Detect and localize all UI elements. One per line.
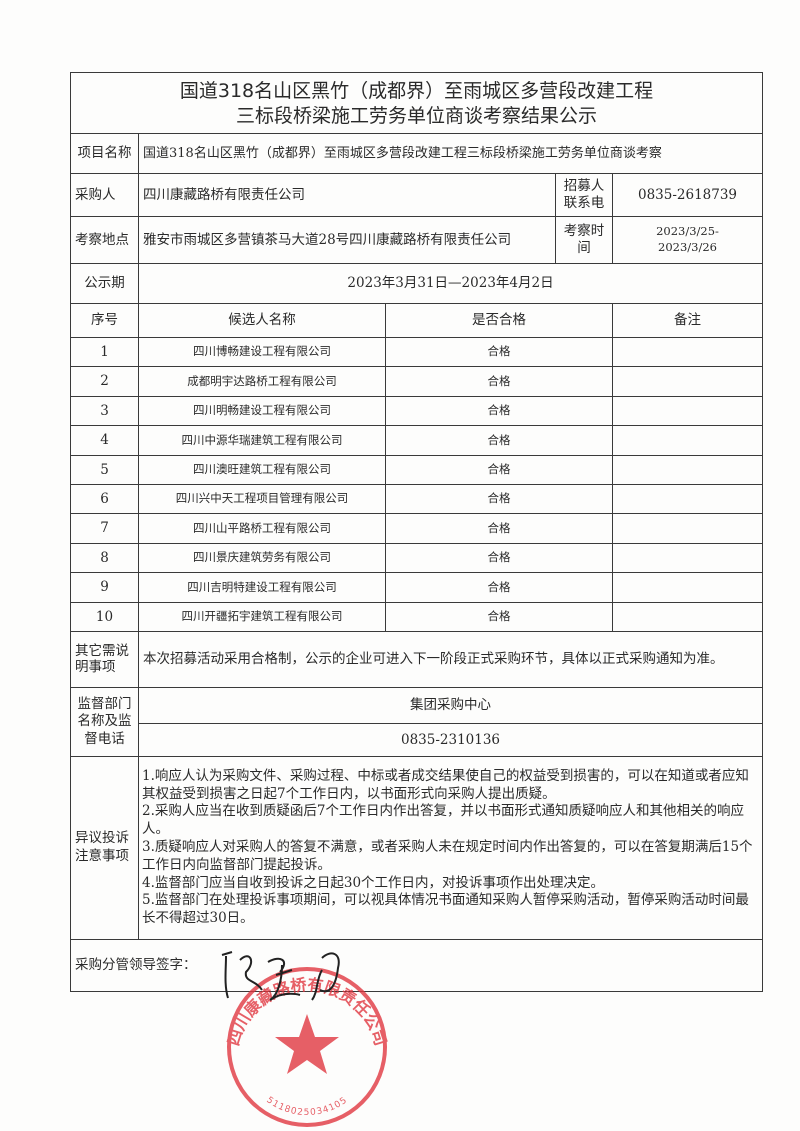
row-note [611,336,764,368]
row-note [611,454,764,485]
row-name: 四川开疆拓宇建筑工程有限公司 [138,601,386,632]
row-no: 1 [70,336,139,368]
contact-value: 0835-2618739 [611,173,764,217]
title-line-2: 三标段桥梁施工劳务单位商谈考察结果公示 [236,105,598,127]
time-label: 考察时间 [555,216,613,264]
row-note [611,601,764,632]
period-value: 2023年3月31日—2023年4月2日 [137,263,764,304]
project-label: 项目名称 [70,133,139,174]
row-no: 2 [70,366,139,397]
time-end: 2023/3/26 [658,240,717,254]
candidate-list: 1 四川博畅建设工程有限公司 合格 2 成都明宇达路桥工程有限公司 合格 3 四… [70,336,764,632]
table-row: 6 四川兴中天工程项目管理有限公司 合格 [70,483,764,515]
objection-notes: 1.响应人认为采购文件、采购过程、中标或者成交结果使自己的权益受到损害的，可以在… [137,755,764,940]
row-result: 合格 [385,513,613,544]
buyer-label: 采购人 [70,173,139,217]
row-name: 四川中源华瑞建筑工程有限公司 [138,425,386,456]
row-note [611,395,764,427]
supervision-phone: 0835-2310136 [137,722,764,757]
supervision-name: 集团采购中心 [137,686,764,724]
objection-label: 异议投诉注意事项 [70,755,139,940]
objection-item: 3.质疑响应人对采购人的答复不满意，或者采购人未在规定时间内作出答复的，可以在答… [142,839,753,873]
header-name: 候选人名称 [138,303,386,338]
row-no: 3 [70,395,139,427]
buyer-value: 四川康藏路桥有限责任公司 [138,173,556,217]
table-row: 9 四川吉明特建设工程有限公司 合格 [70,572,764,603]
row-no: 4 [70,425,139,456]
row-name: 四川吉明特建设工程有限公司 [138,572,386,603]
other-label: 其它需说明事项 [70,630,139,688]
row-note [611,572,764,603]
document-title: 国道318名山区黑竹（成都界）至雨城区多营段改建工程 三标段桥梁施工劳务单位商谈考… [69,72,764,134]
row-result: 合格 [385,425,613,456]
table-row: 2 成都明宇达路桥工程有限公司 合格 [70,366,764,397]
row-note [611,542,764,574]
seal-number: 5118025034105 [264,1095,349,1118]
row-result: 合格 [385,366,613,397]
objection-item: 1.响应人认为采购文件、采购过程、中标或者成交结果使自己的权益受到损害的，可以在… [142,767,749,802]
row-name: 四川博畅建设工程有限公司 [138,336,386,368]
row-name: 成都明宇达路桥工程有限公司 [138,366,386,397]
row-no: 5 [70,454,139,485]
supervision-label: 监督部门名称及监督电话 [70,686,139,757]
table-row: 3 四川明畅建设工程有限公司 合格 [70,395,764,427]
header-result: 是否合格 [385,303,613,338]
row-no: 6 [70,483,139,515]
site-label: 考察地点 [70,216,139,264]
row-note [611,483,764,515]
table-row: 7 四川山平路桥工程有限公司 合格 [70,513,764,544]
time-value: 2023/3/25- 2023/3/26 [611,216,764,264]
row-no: 10 [70,601,139,632]
other-value: 本次招募活动采用合格制，公示的企业可进入下一阶段正式采购环节，具体以正式采购通知… [137,630,764,688]
row-note [611,366,764,397]
time-start: 2023/3/25- [656,224,719,239]
row-name: 四川山平路桥工程有限公司 [138,513,386,544]
title-line-1: 国道318名山区黑竹（成都界）至雨城区多营段改建工程 [179,80,654,103]
row-no: 9 [70,572,139,603]
row-result: 合格 [385,572,613,603]
signature-row: 采购分管领导签字： [69,938,764,992]
table-row: 5 四川澳旺建筑工程有限公司 合格 [70,454,764,485]
objection-item: 5.监督部门在处理投诉事项期间，可以视具体情况书面通知采购人暂停采购活动，暂停采… [142,892,749,927]
objection-item: 2.采购人应当在收到质疑函后7个工作日内作出答复，并以书面形式通知质疑响应人和其… [142,803,744,838]
row-result: 合格 [385,483,613,515]
site-value: 雅安市雨城区多营镇茶马大道28号四川康藏路桥有限责任公司 [138,216,556,264]
header-note: 备注 [611,303,764,338]
row-name: 四川明畅建设工程有限公司 [138,395,386,427]
row-result: 合格 [385,601,613,632]
objection-item: 4.监督部门应当自收到投诉之日起30个工作日内，对投诉事项作出处理决定。 [142,874,605,891]
signature-label: 采购分管领导签字： [75,957,197,974]
row-note [611,425,764,456]
seal-star-icon [275,1014,339,1074]
table-row: 4 四川中源华瑞建筑工程有限公司 合格 [70,425,764,456]
row-result: 合格 [385,395,613,427]
row-result: 合格 [385,542,613,574]
row-result: 合格 [385,454,613,485]
row-name: 四川景庆建筑劳务有限公司 [138,542,386,574]
notice-table: 国道318名山区黑竹（成都界）至雨城区多营段改建工程 三标段桥梁施工劳务单位商谈考… [69,72,764,992]
project-value: 国道318名山区黑竹（成都界）至雨城区多营段改建工程三标段桥梁施工劳务单位商谈考… [137,133,764,174]
period-label: 公示期 [70,263,139,304]
header-no: 序号 [70,303,139,338]
row-name: 四川兴中天工程项目管理有限公司 [138,483,386,515]
row-no: 7 [70,513,139,544]
contact-label: 招募人联系电 [555,173,613,217]
table-row: 1 四川博畅建设工程有限公司 合格 [70,336,764,368]
row-name: 四川澳旺建筑工程有限公司 [138,454,386,485]
row-no: 8 [70,542,139,574]
table-row: 10 四川开疆拓宇建筑工程有限公司 合格 [70,601,764,632]
row-result: 合格 [385,336,613,368]
seal-ring [227,967,387,1127]
row-note [611,513,764,544]
table-row: 8 四川景庆建筑劳务有限公司 合格 [70,542,764,574]
